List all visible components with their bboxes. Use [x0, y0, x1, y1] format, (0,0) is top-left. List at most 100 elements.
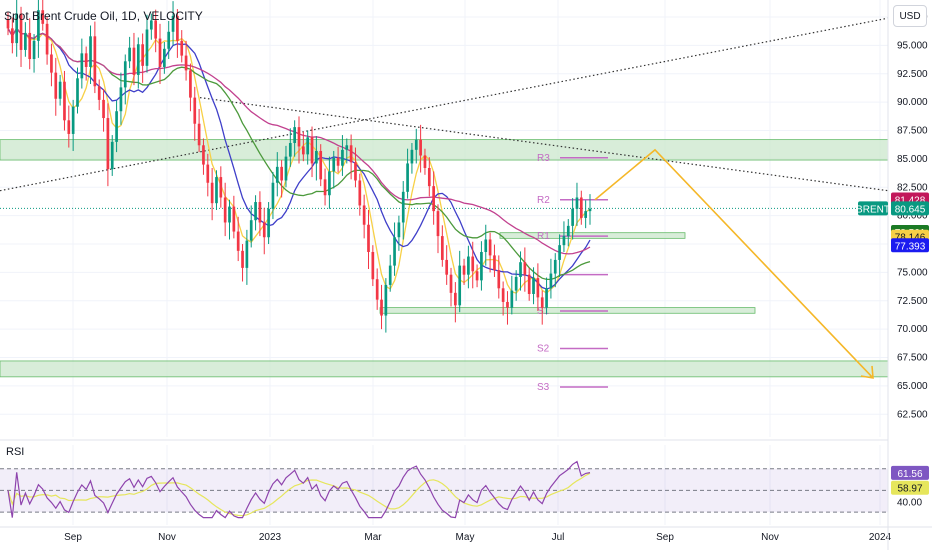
candle: [202, 145, 205, 165]
candle: [566, 225, 570, 237]
candle: [128, 47, 131, 62]
x-tick-label: Mar: [364, 532, 382, 543]
candle: [171, 15, 175, 32]
candle: [328, 171, 331, 196]
candle: [180, 40, 184, 56]
candle: [315, 150, 318, 164]
candle: [436, 211, 440, 237]
x-tick-label: Jul: [552, 532, 565, 543]
candle: [267, 208, 270, 238]
candle: [93, 36, 97, 87]
rsi-label: RSI: [6, 446, 25, 458]
candle: [454, 292, 457, 306]
candle: [258, 202, 262, 223]
candle: [145, 29, 149, 66]
candle: [354, 162, 357, 181]
x-tick-label: Sep: [656, 532, 674, 543]
candle: [288, 143, 292, 157]
candle: [579, 197, 583, 218]
candle: [210, 182, 214, 204]
candle: [6, 19, 10, 29]
candle: [575, 197, 579, 209]
y-tick-label: 80.000: [897, 211, 928, 222]
candle: [10, 28, 14, 44]
candle: [262, 222, 266, 238]
candle: [362, 205, 366, 225]
candle: [536, 278, 540, 298]
y-tick-label: 85.000: [897, 154, 928, 165]
moving-average-ma_mid: [7, 27, 591, 290]
candle: [106, 118, 110, 170]
candle: [506, 301, 509, 308]
candle: [32, 40, 36, 60]
candle: [484, 239, 488, 252]
price-badge-text: 81.428: [895, 195, 926, 206]
y-tick-label: 72.500: [897, 296, 928, 307]
candle: [241, 250, 244, 268]
candle: [110, 141, 114, 170]
candle: [271, 182, 275, 209]
candle: [45, 23, 49, 55]
candle: [449, 274, 453, 293]
rsi-signal-badge-text: 58.97: [897, 484, 922, 495]
candle: [215, 177, 218, 204]
x-tick-label: Nov: [761, 532, 779, 543]
candle: [136, 44, 140, 75]
candle: [167, 31, 171, 49]
x-tick-label: May: [456, 532, 475, 543]
candle: [41, 10, 45, 24]
pivot-label: R3: [537, 153, 550, 164]
candle: [84, 53, 88, 67]
pivot-label: S2: [537, 343, 550, 354]
y-tick-label: 82.500: [897, 182, 928, 193]
currency-button[interactable]: USD: [893, 5, 927, 27]
candle: [462, 265, 466, 275]
candle: [562, 236, 566, 246]
candle: [514, 276, 518, 291]
rsi-ma-line: [7, 472, 591, 517]
candle: [158, 38, 162, 67]
candle: [19, 13, 23, 50]
rsi-line: [7, 460, 591, 519]
y-tick-label: 62.500: [897, 409, 928, 420]
candle: [488, 239, 492, 256]
candle: [419, 139, 422, 156]
candle: [410, 149, 414, 164]
candle: [163, 48, 166, 67]
candle: [63, 81, 66, 121]
candle: [310, 137, 314, 164]
price-badge-text: 80.645: [895, 204, 926, 215]
y-tick-label: 95.000: [897, 40, 928, 51]
chart-title: Spot Brent Crude Oil, 1D, VELOCITY: [4, 9, 203, 23]
candle: [584, 211, 588, 218]
candle: [493, 255, 496, 271]
candle: [367, 224, 370, 252]
candle: [301, 146, 305, 155]
projection-arrow: [594, 148, 874, 379]
candle: [319, 150, 323, 180]
candle: [467, 256, 470, 275]
pivot-label: R1: [537, 231, 550, 242]
candle: [445, 259, 449, 275]
candle: [28, 32, 32, 60]
candle: [184, 55, 188, 71]
candle: [527, 274, 531, 294]
support-resistance-zone: [0, 360, 889, 378]
candle: [414, 139, 418, 150]
candle: [480, 251, 483, 281]
candle: [37, 10, 40, 41]
candle: [71, 106, 75, 134]
ascending-trendline: [0, 17, 889, 192]
pivot-label: R2: [537, 195, 550, 206]
candle: [553, 259, 557, 274]
price-badge: [891, 201, 929, 216]
candle: [297, 127, 301, 147]
candle: [349, 145, 353, 163]
y-tick-label: 90.000: [897, 97, 928, 108]
candle: [193, 97, 197, 124]
rsi-value-badge: [891, 465, 929, 480]
candle: [380, 299, 383, 316]
candle: [67, 120, 71, 134]
